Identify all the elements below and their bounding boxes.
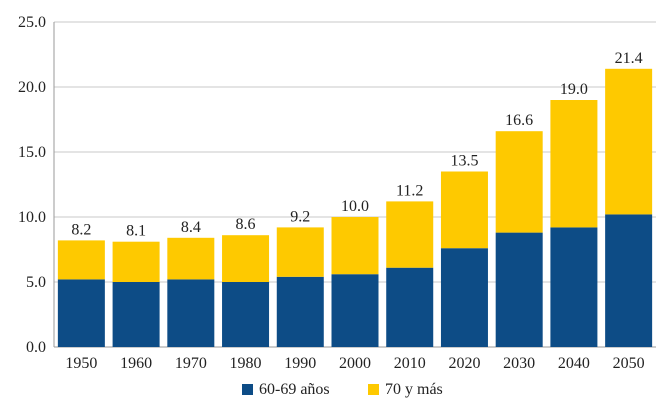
y-tick-label: 0.0 [26, 339, 46, 356]
legend-label: 70 y más [385, 381, 443, 398]
data-label-total: 11.2 [396, 182, 423, 199]
legend: 60-69 años 70 y más [242, 381, 443, 398]
data-label-total: 9.2 [290, 208, 310, 225]
bar-segment-age-60-69 [222, 282, 270, 347]
bar-segment-age-70-plus [605, 68, 653, 215]
bar-segment-age-70-plus [386, 201, 434, 268]
bar-segment-age-60-69 [495, 232, 543, 347]
bar-segment-age-60-69 [167, 279, 215, 347]
data-label-total: 8.4 [181, 219, 201, 236]
data-label-total: 13.5 [450, 153, 478, 170]
x-tick-label: 1990 [284, 355, 316, 372]
data-label-total: 21.4 [615, 50, 643, 67]
bar-segment-age-60-69 [550, 227, 598, 347]
bar-segment-age-70-plus [112, 241, 160, 282]
legend-label: 60-69 años [259, 381, 330, 398]
data-label-total: 8.2 [71, 221, 91, 238]
bar-segment-age-70-plus [167, 237, 215, 280]
x-tick-label: 2040 [558, 355, 590, 372]
bar-segment-age-70-plus [495, 131, 543, 233]
x-tick-label: 1960 [120, 355, 152, 372]
y-tick-label: 20.0 [18, 79, 46, 96]
data-label-total: 19.0 [560, 81, 588, 98]
bar-segment-age-60-69 [605, 214, 653, 347]
y-tick-label: 5.0 [26, 274, 46, 291]
data-label-total: 16.6 [505, 112, 533, 129]
y-tick-label: 15.0 [18, 144, 46, 161]
bar-segment-age-70-plus [57, 240, 105, 280]
bars [57, 68, 653, 347]
x-tick-label: 2020 [448, 355, 480, 372]
y-tick-label: 10.0 [18, 209, 46, 226]
x-tick-label: 1970 [175, 355, 207, 372]
bar-segment-age-60-69 [331, 274, 379, 347]
x-tick-label: 2000 [339, 355, 371, 372]
bar-segment-age-70-plus [276, 227, 324, 277]
bar-segment-age-70-plus [550, 100, 598, 228]
y-axis-ticks: 0.0 5.0 10.0 15.0 20.0 25.0 [18, 14, 46, 356]
data-label-total: 8.6 [236, 216, 256, 233]
x-axis-ticks: 1950 1960 1970 1980 1990 2000 2010 2020 2030 2040… [65, 355, 644, 372]
bar-segment-age-60-69 [276, 276, 324, 347]
y-tick-label: 25.0 [18, 14, 46, 31]
bar-segment-age-70-plus [222, 235, 270, 282]
x-tick-label: 1950 [65, 355, 97, 372]
x-tick-label: 1980 [230, 355, 262, 372]
x-tick-label: 2010 [394, 355, 426, 372]
legend-swatch [242, 384, 253, 395]
bar-segment-age-60-69 [112, 282, 160, 347]
bar-segment-age-70-plus [331, 217, 379, 275]
data-labels: 8.2 8.1 8.4 8.6 9.2 10.0 11.2 13.5 16.6 19.0 21.4 [71, 50, 642, 240]
data-label-total: 10.0 [341, 198, 369, 215]
legend-swatch [368, 384, 379, 395]
bar-segment-age-70-plus [440, 171, 488, 249]
bar-segment-age-60-69 [386, 267, 434, 347]
bar-segment-age-60-69 [440, 248, 488, 347]
x-tick-label: 2030 [503, 355, 535, 372]
data-label-total: 8.1 [126, 223, 146, 240]
x-tick-label: 2050 [613, 355, 645, 372]
bar-segment-age-60-69 [57, 279, 105, 347]
